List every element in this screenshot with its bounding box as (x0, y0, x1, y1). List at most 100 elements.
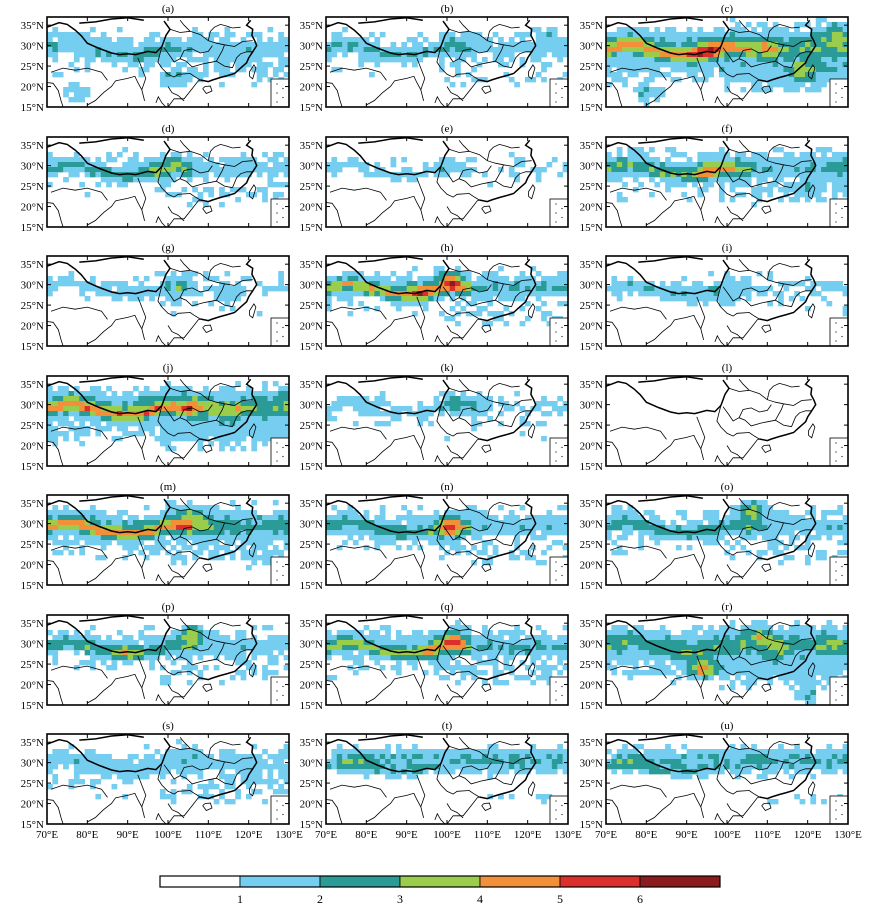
coastlines (47, 376, 258, 466)
contour-cell (498, 630, 504, 636)
contour-cell (745, 52, 752, 58)
contour-cell (551, 32, 558, 38)
boundary-line (169, 626, 253, 645)
contour-cell (557, 505, 563, 511)
contour-cell (417, 421, 424, 427)
contour-cell (342, 530, 348, 536)
contour-cell (159, 431, 166, 437)
contour-cell (358, 640, 364, 646)
contour-cell (90, 286, 96, 292)
contour-cell (262, 625, 268, 631)
contour-cell (331, 172, 338, 178)
contour-cell (197, 162, 204, 168)
contour-cell (95, 162, 102, 168)
contour-cell (192, 555, 198, 561)
contour-cell (471, 406, 477, 412)
contour-cell (794, 47, 800, 53)
contour-cell (192, 301, 198, 307)
contour-cell (181, 515, 188, 521)
contour-cell (438, 296, 445, 302)
contour-cell (508, 167, 515, 173)
contour-cell (799, 157, 806, 163)
contour-cell (455, 72, 461, 78)
inset-island (561, 574, 563, 577)
contour-cell (740, 67, 747, 73)
boundary-line (119, 195, 145, 221)
contour-cell (165, 505, 172, 511)
contour-cell (68, 32, 75, 38)
contour-cell (245, 162, 252, 168)
inset-island (276, 442, 278, 444)
contour-cell (551, 276, 558, 282)
contour-cell (240, 525, 247, 531)
contour-cell (197, 291, 204, 297)
contour-cell (670, 525, 677, 531)
inset-island (282, 335, 284, 338)
contour-cell (229, 411, 236, 417)
contour-cell (395, 57, 402, 63)
contour-cell (213, 635, 220, 641)
contour-cell (831, 530, 838, 536)
contour-cell (455, 645, 461, 651)
ticks (46, 17, 290, 108)
contour-cell (165, 520, 172, 526)
contour-cell (73, 520, 80, 526)
panel-label: (n) (441, 481, 454, 493)
contour-cell (735, 167, 741, 173)
contour-cell (267, 396, 274, 402)
contour-cell (562, 650, 568, 656)
contour-cell (229, 500, 236, 506)
contour-cell (794, 57, 800, 63)
contour-cell (390, 291, 397, 297)
contour-cell (170, 640, 177, 646)
contour-cell (724, 281, 731, 287)
contour-cell (455, 401, 461, 407)
contour-cell (213, 665, 220, 671)
contour-cell (73, 635, 80, 641)
contour-cell (681, 62, 688, 68)
contour-cell (149, 177, 155, 183)
contour-cell (675, 47, 682, 53)
boundary-line (434, 334, 446, 346)
contour-cell (465, 271, 472, 277)
contour-cell (460, 271, 467, 277)
contour-cell (433, 650, 440, 656)
contour-cell (772, 32, 779, 38)
contour-cell (336, 32, 343, 38)
contour-cell (143, 47, 150, 53)
contour-cell (433, 630, 440, 636)
contour-cell (176, 67, 182, 73)
contour-cell (729, 301, 736, 307)
contour-cell (267, 177, 274, 183)
lat-tick-label: 35°N (300, 379, 323, 391)
contour-cell (476, 520, 483, 526)
contour-cell (708, 520, 714, 526)
contour-cell (449, 535, 456, 541)
contour-cell (799, 72, 806, 78)
contour-cell (256, 281, 263, 287)
boundary-line (791, 529, 812, 546)
contour-cell (562, 301, 568, 307)
contour-cell (278, 62, 284, 68)
contour-cell (794, 197, 800, 203)
contour-cell (460, 276, 467, 282)
contour-cell (508, 37, 515, 43)
contour-cell (197, 157, 204, 163)
contour-cell (481, 276, 488, 282)
boundary-line (137, 535, 147, 568)
contour-cell (772, 62, 779, 68)
contour-cell (417, 635, 424, 641)
contour-cell (740, 32, 747, 38)
contour-cell (670, 27, 677, 33)
contour-cell (272, 396, 279, 402)
boundary-line (169, 148, 253, 167)
contour-cell (159, 540, 166, 546)
contour-cell (643, 82, 650, 88)
contour-cell (810, 67, 817, 73)
contour-cell (837, 52, 843, 58)
contour-cell (643, 62, 650, 68)
contour-cell (127, 660, 134, 666)
lat-tick-label: 35°N (580, 379, 603, 391)
contour-cell (697, 57, 704, 63)
contour-cell (138, 655, 145, 661)
